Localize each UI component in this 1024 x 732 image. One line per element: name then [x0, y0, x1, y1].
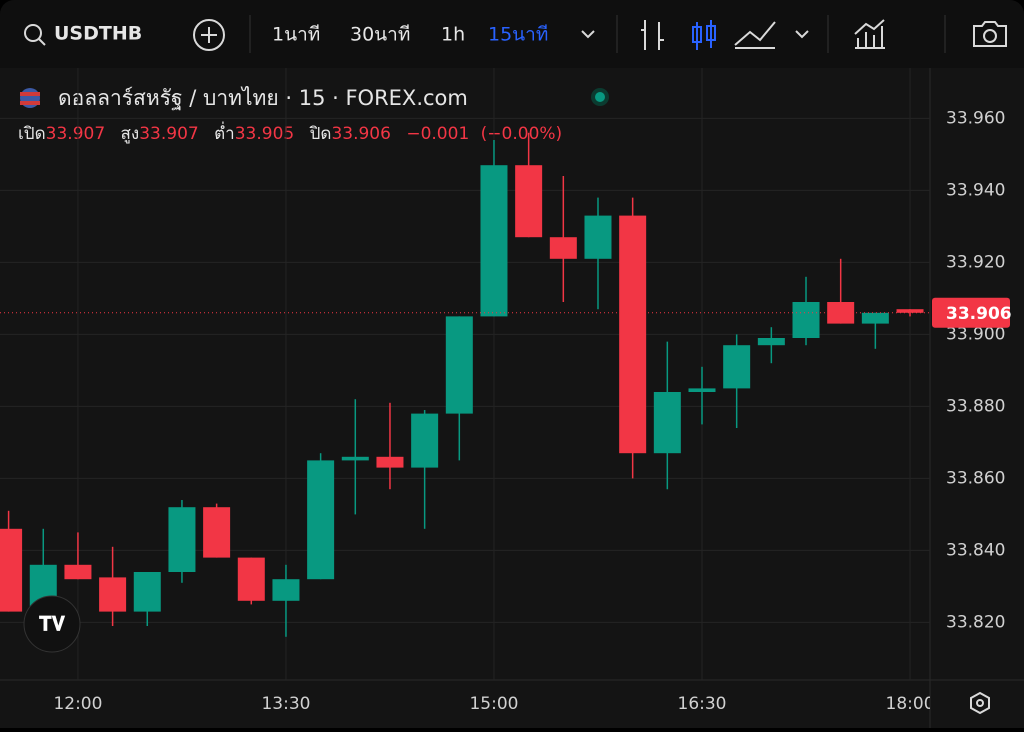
last-price-box	[932, 297, 1010, 328]
value: 33.905	[235, 124, 294, 144]
y-tick-label: 33.960	[946, 108, 1005, 128]
candle-body	[896, 309, 924, 313]
candle-body	[237, 557, 265, 601]
interval[interactable]: 1h	[441, 24, 465, 46]
x-tick-label: 13:30	[261, 694, 310, 714]
x-tick: 16:30	[678, 694, 727, 714]
change: −0.001	[406, 124, 469, 144]
candle-body	[133, 572, 161, 612]
candle-body	[341, 456, 369, 461]
y-tick-label: 33.860	[946, 468, 1005, 488]
candle-body	[757, 338, 785, 346]
candle-body	[688, 388, 716, 392]
y-tick-label: 33.880	[946, 396, 1005, 416]
settings-icon[interactable]	[970, 691, 990, 715]
candle-body	[549, 237, 577, 259]
x-tick: 18:00	[886, 694, 935, 714]
last-price-label: 33.906	[946, 304, 1012, 324]
label: สูง	[121, 124, 140, 144]
label: ต่ำ	[214, 121, 235, 144]
candle-body	[515, 165, 543, 238]
candle-body	[272, 579, 300, 601]
candle-body	[0, 528, 23, 612]
area-icon[interactable]	[734, 21, 776, 49]
y-tick-label: 33.940	[946, 180, 1005, 200]
x-tick: 13:30	[261, 694, 310, 714]
chart-panel	[0, 68, 1024, 728]
value: 33.906	[331, 124, 390, 144]
dropdown[interactable]	[795, 30, 809, 39]
y-tick-label: 33.920	[946, 252, 1005, 272]
candle-body	[723, 345, 751, 389]
candle-body	[64, 564, 92, 580]
candle-body	[792, 302, 820, 338]
candle-body	[480, 165, 508, 317]
y-tick-label: 33.820	[946, 612, 1005, 632]
candle-body	[653, 392, 681, 454]
candle-body	[203, 507, 231, 558]
candle-body	[307, 460, 335, 580]
camera-icon[interactable]	[973, 21, 1007, 47]
dropdown[interactable]	[581, 30, 595, 39]
candles-icon[interactable]	[692, 20, 716, 50]
x-tick-label: 15:00	[469, 694, 518, 714]
y-tick-label: 33.900	[946, 324, 1005, 344]
interval-active[interactable]: 15นาที	[488, 24, 548, 46]
symbol[interactable]: USDTHB	[54, 23, 142, 45]
candle-body	[411, 413, 439, 468]
candle-body	[861, 312, 889, 324]
logo[interactable]	[23, 595, 81, 653]
add-icon[interactable]	[193, 19, 225, 51]
y-tick-label: 33.840	[946, 540, 1005, 560]
bars-icon[interactable]	[641, 20, 664, 50]
candle-body	[584, 215, 612, 259]
x-tick: 12:00	[53, 694, 102, 714]
value: 33.907	[46, 124, 105, 144]
x-tick-label: 16:30	[678, 694, 727, 714]
interval[interactable]: 30นาที	[350, 24, 410, 46]
interval[interactable]: 1นาที	[272, 24, 320, 46]
x-tick: 15:00	[469, 694, 518, 714]
ohlc-legend: เปิด33.907 สูง33.907 ต่ำ33.905 ปิด33.906…	[18, 121, 562, 144]
candle-body	[376, 456, 404, 468]
indicators-icon[interactable]	[854, 19, 885, 49]
chart-title: ดอลลาร์สหรัฐ / บาทไทย · 15 · FOREX.com	[58, 86, 468, 110]
candle-body	[445, 316, 473, 414]
x-tick-label: 18:00	[886, 694, 935, 714]
logo-icon: 𝐓𝐕	[39, 612, 66, 636]
label: เปิด	[18, 124, 46, 144]
candle-body	[99, 577, 127, 612]
change-pct: (−0.00%)	[481, 124, 563, 144]
search-icon[interactable]	[24, 24, 42, 42]
candle-body	[168, 507, 196, 572]
x-tick-label: 12:00	[53, 694, 102, 714]
value: 33.907	[139, 124, 198, 144]
candle-body	[619, 215, 647, 454]
label: ปิด	[309, 124, 332, 144]
